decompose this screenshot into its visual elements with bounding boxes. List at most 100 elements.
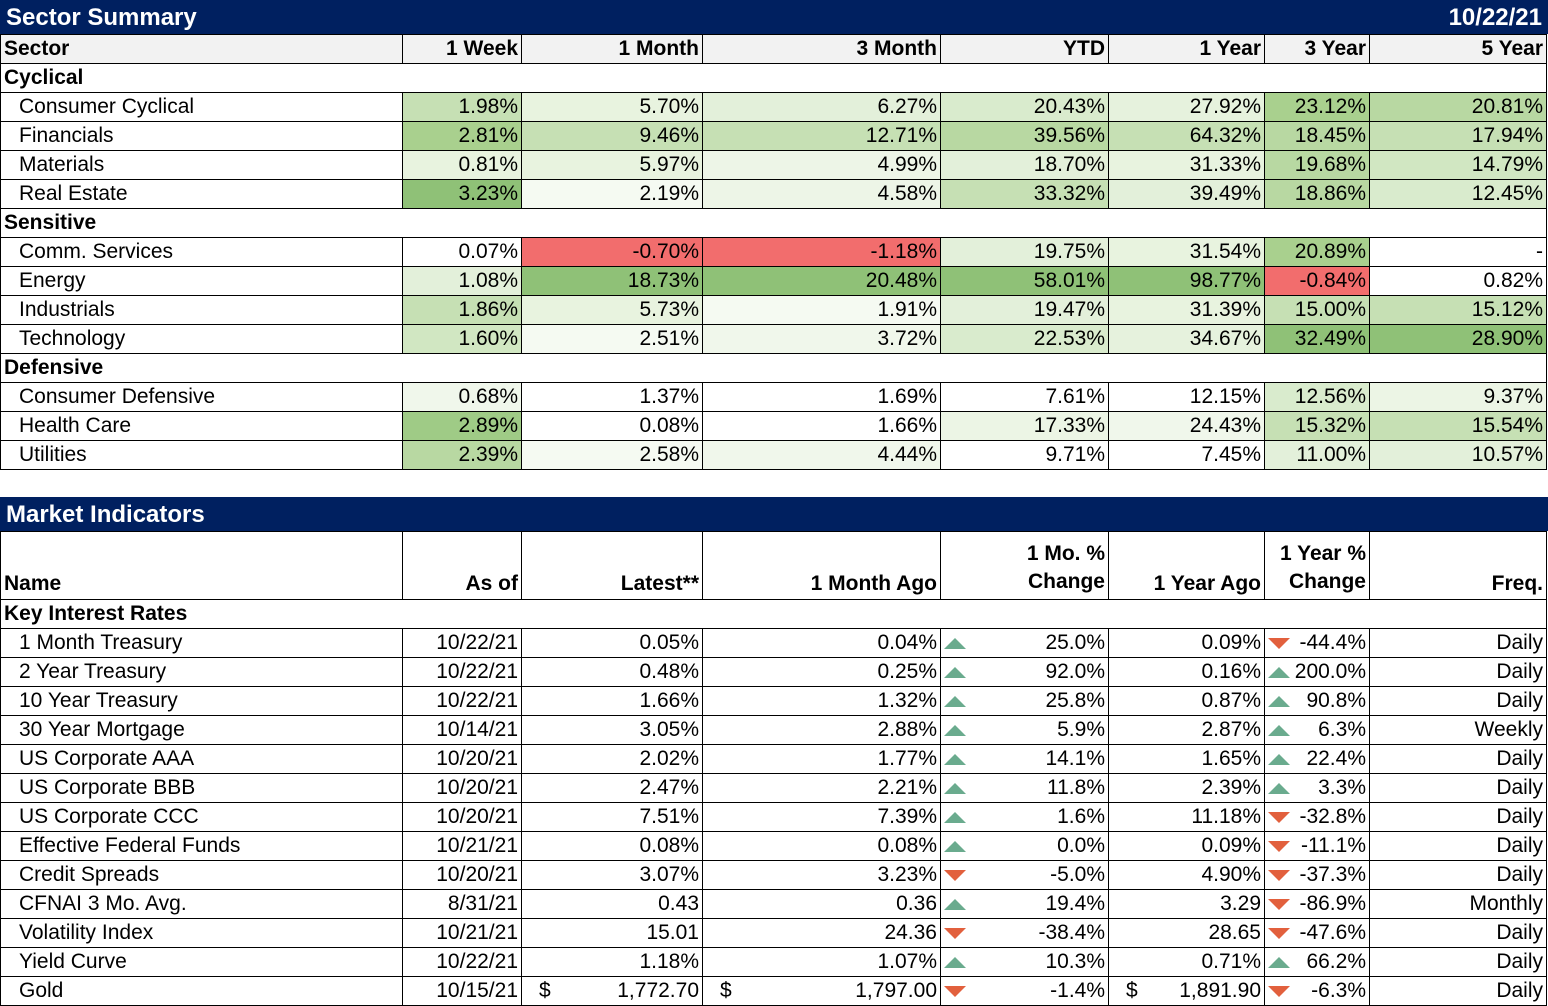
return-cell: -0.70%	[521, 237, 703, 267]
latest-cell-wrap: $1,772.70	[525, 979, 699, 1003]
mo-change-cell-value: 5.9%	[1057, 718, 1105, 741]
yr-change-cell-wrap: 90.8%	[1268, 689, 1366, 713]
return-cell: 15.54%	[1369, 411, 1547, 441]
return-cell: 2.89%	[402, 411, 522, 441]
yr-change-cell: -44.4%	[1264, 628, 1370, 658]
yr-change-cell: 6.3%	[1264, 715, 1370, 745]
freq-cell: Daily	[1369, 860, 1547, 890]
mo-change-cell-value: 19.4%	[1045, 892, 1105, 915]
mo-change-cell-wrap: 25.8%	[944, 689, 1105, 713]
yr-change-cell-value: -44.4%	[1299, 631, 1366, 654]
return-cell: 20.43%	[940, 92, 1109, 122]
year-ago-cell: 0.87%	[1108, 686, 1265, 716]
col-header: 5 Year	[1369, 34, 1547, 64]
latest-cell: 0.05%	[521, 628, 703, 658]
yr-change-cell-value: 6.3%	[1318, 718, 1366, 741]
return-cell: 5.70%	[521, 92, 703, 122]
yr-change-cell-value: -47.6%	[1299, 921, 1366, 944]
up-arrow-icon	[1268, 695, 1290, 707]
freq-cell: Daily	[1369, 918, 1547, 948]
up-arrow-icon	[944, 637, 966, 649]
return-cell: 18.45%	[1264, 121, 1370, 151]
return-cell: 31.33%	[1108, 150, 1265, 180]
month-ago-cell: 2.88%	[702, 715, 941, 745]
yr-change-cell-wrap: -86.9%	[1268, 892, 1366, 916]
month-ago-cell: $1,797.00	[702, 976, 941, 1006]
as-of-cell: 10/20/21	[402, 860, 522, 890]
sector-summary-header: Sector Summary 10/22/21	[0, 0, 1548, 34]
return-cell: 27.92%	[1108, 92, 1265, 122]
year-ago-cell: 2.39%	[1108, 773, 1265, 803]
as-of-cell: 10/14/21	[402, 715, 522, 745]
table-row: US Corporate CCC 10/20/21 7.51% 7.39% 1.6% 11…	[0, 802, 1547, 832]
yr-change-cell-value: 3.3%	[1318, 776, 1366, 799]
sector-name: Consumer Defensive	[0, 382, 403, 412]
return-cell: 15.32%	[1264, 411, 1370, 441]
table-row: Energy 1.08% 18.73% 20.48% 58.01% 98.77% -0.84…	[0, 266, 1547, 296]
table-row: Health Care 2.89% 0.08% 1.66% 17.33% 24.43% 15…	[0, 411, 1547, 441]
year-ago-cell: 4.90%	[1108, 860, 1265, 890]
table-row: Utilities 2.39% 2.58% 4.44% 9.71% 7.45% 11.00%…	[0, 440, 1547, 470]
up-arrow-icon	[1268, 753, 1290, 765]
return-cell: 24.43%	[1108, 411, 1265, 441]
up-arrow-icon	[944, 956, 966, 968]
mo-change-cell: 0.0%	[940, 831, 1109, 861]
return-cell: 20.48%	[702, 266, 941, 296]
down-arrow-icon	[944, 869, 966, 881]
return-cell: 2.58%	[521, 440, 703, 470]
col-header-mo-change-line2: Change	[1027, 570, 1105, 593]
group-row: Defensive	[0, 353, 1547, 383]
freq-cell: Weekly	[1369, 715, 1547, 745]
as-of-cell: 10/20/21	[402, 773, 522, 803]
yr-change-cell: -11.1%	[1264, 831, 1370, 861]
sector-name: Real Estate	[0, 179, 403, 209]
mo-change-cell-wrap: 19.4%	[944, 892, 1105, 916]
group-row: Cyclical	[0, 63, 1547, 93]
col-header: Sector	[0, 34, 403, 64]
col-header-latest: Latest**	[521, 531, 703, 600]
latest-cell: 0.43	[521, 889, 703, 919]
indicator-name: CFNAI 3 Mo. Avg.	[0, 889, 403, 919]
yr-change-cell: -47.6%	[1264, 918, 1370, 948]
latest-cell: 3.07%	[521, 860, 703, 890]
up-arrow-icon	[944, 666, 966, 678]
yr-change-cell: -6.3%	[1264, 976, 1370, 1006]
indicator-name: 2 Year Treasury	[0, 657, 403, 687]
year-ago-cell: 1.65%	[1108, 744, 1265, 774]
group-row: Sensitive	[0, 208, 1547, 238]
month-ago-cell: 3.23%	[702, 860, 941, 890]
return-cell: 0.81%	[402, 150, 522, 180]
return-cell: 4.58%	[702, 179, 941, 209]
year-ago-cell: 2.87%	[1108, 715, 1265, 745]
return-cell: 23.12%	[1264, 92, 1370, 122]
indicator-name: US Corporate AAA	[0, 744, 403, 774]
freq-cell: Daily	[1369, 744, 1547, 774]
mo-change-cell-value: 1.6%	[1057, 805, 1105, 828]
month-ago-cell: 0.36	[702, 889, 941, 919]
mo-change-cell: -5.0%	[940, 860, 1109, 890]
return-cell: -1.18%	[702, 237, 941, 267]
col-header: 1 Week	[402, 34, 522, 64]
return-cell: 19.47%	[940, 295, 1109, 325]
col-header-year-ago: 1 Year Ago	[1108, 531, 1265, 600]
table-row: Volatility Index 10/21/21 15.01 24.36 -38.4%…	[0, 918, 1547, 948]
mo-change-cell-wrap: 92.0%	[944, 660, 1105, 684]
yr-change-cell-wrap: -11.1%	[1268, 834, 1366, 858]
down-arrow-icon	[1268, 840, 1290, 852]
mo-change-cell-wrap: -38.4%	[944, 921, 1105, 945]
as-of-cell: 10/21/21	[402, 831, 522, 861]
return-cell: 2.81%	[402, 121, 522, 151]
return-cell: 1.69%	[702, 382, 941, 412]
yr-change-cell-value: -32.8%	[1299, 805, 1366, 828]
mo-change-cell-wrap: 5.9%	[944, 718, 1105, 742]
mo-change-cell-wrap: 10.3%	[944, 950, 1105, 974]
market-header-row: Name As of Latest** 1 Month Ago 1 Mo. % C…	[0, 531, 1547, 600]
table-row: US Corporate AAA 10/20/21 2.02% 1.77% 14.1% 1…	[0, 744, 1547, 774]
col-header-name: Name	[0, 531, 403, 600]
market-indicators-header: Market Indicators	[0, 497, 1548, 531]
table-row: Yield Curve 10/22/21 1.18% 1.07% 10.3% 0.71% 6…	[0, 947, 1547, 977]
return-cell: 2.51%	[521, 324, 703, 354]
table-row: Consumer Defensive 0.68% 1.37% 1.69% 7.61% 12…	[0, 382, 1547, 412]
up-arrow-icon	[1268, 956, 1290, 968]
col-header: 3 Month	[702, 34, 941, 64]
